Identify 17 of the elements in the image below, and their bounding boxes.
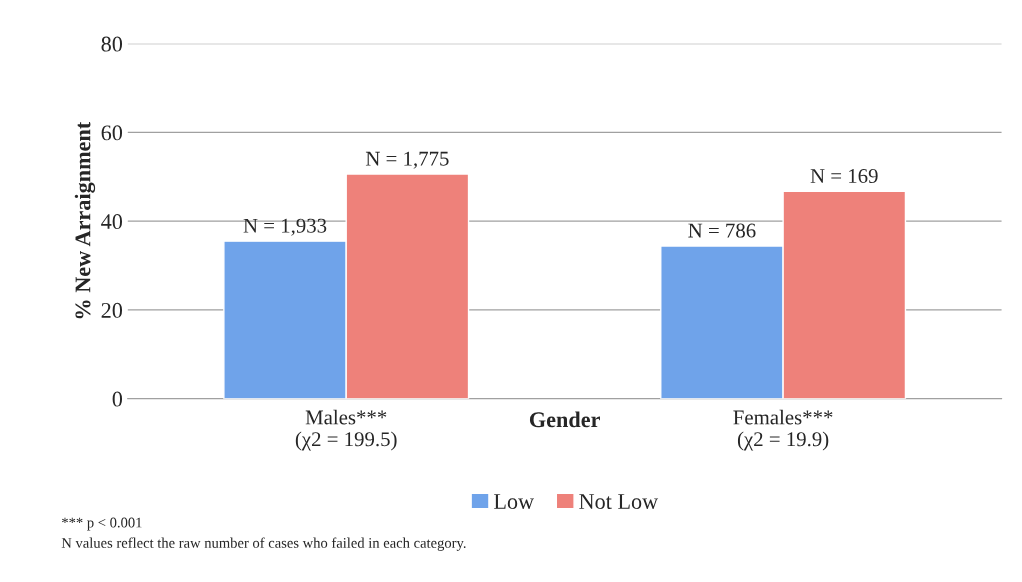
y-tick-label: 40 [101,214,123,230]
legend-label: Low [494,494,534,509]
x-tick-label: Females*** (χ2 = 19.9) [733,409,833,451]
y-axis-title: % New Arraignment [74,121,96,319]
annotation: N = 1,775 [365,151,449,169]
annotation: N = 786 [688,223,756,238]
annotation: N = 169 [810,169,878,184]
text: *** p < 0.001 [62,517,142,531]
legend-label: Not Low [579,494,659,509]
y-tick-label: 0 [112,391,123,407]
y-tick-label: 80 [101,36,123,52]
text: N values reflect the raw number of cases who failed in each category. [61,537,466,551]
y-tick-label: 20 [101,302,123,318]
annotation: N = 1,933 [243,218,327,236]
y-tick-label: 60 [101,125,123,141]
x-axis-title: Gender [529,411,600,428]
x-tick-label: Males*** (χ2 = 199.5) [295,409,397,451]
